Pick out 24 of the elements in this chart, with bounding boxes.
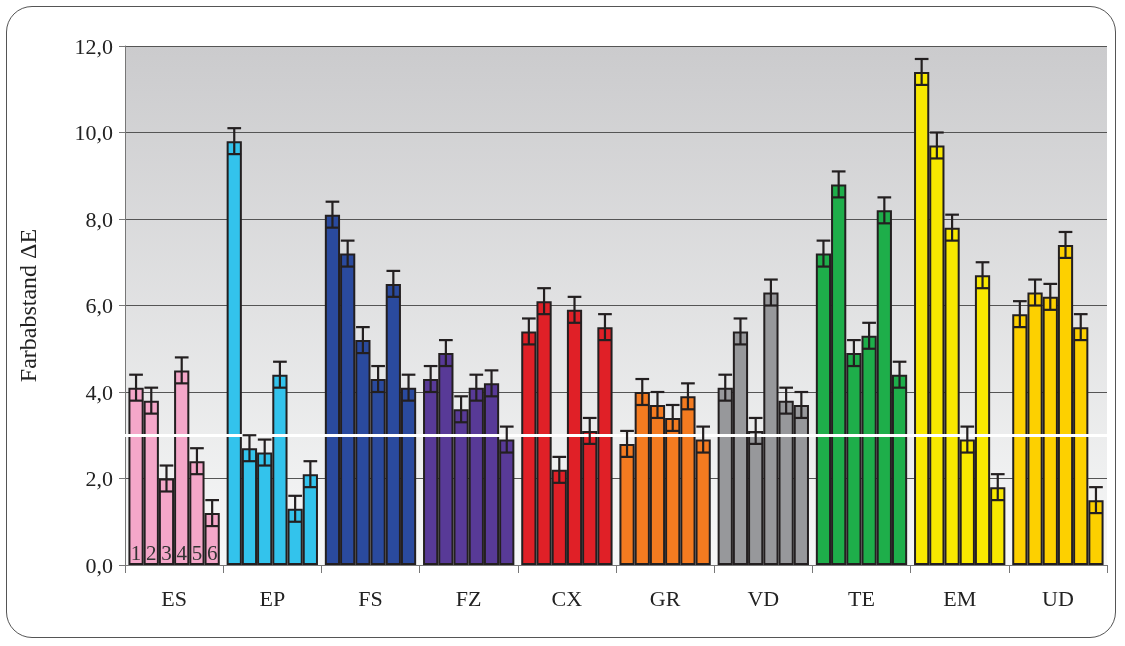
x-tick-label: TE — [848, 585, 875, 611]
x-tick-label: EP — [259, 585, 286, 611]
x-tick-label: ES — [161, 585, 187, 611]
y-tick-label: 8,0 — [85, 206, 113, 232]
series-label: 1 — [130, 540, 142, 565]
x-tick-label: EM — [943, 585, 977, 611]
y-tick-label: 12,0 — [74, 33, 113, 59]
series-label: 4 — [176, 540, 188, 565]
y-tick-label: 6,0 — [85, 293, 113, 318]
series-label: 3 — [161, 540, 172, 565]
x-tick-label: GR — [649, 585, 681, 611]
y-tick-label: 2,0 — [85, 466, 113, 491]
x-tick-label: VD — [747, 585, 780, 611]
x-tick-label: FZ — [455, 585, 482, 611]
series-label: 5 — [191, 540, 203, 565]
x-tick-label: UD — [1042, 585, 1074, 611]
series-label: 2 — [146, 540, 157, 565]
x-tick-label: FS — [358, 585, 383, 611]
series-label: 6 — [206, 540, 218, 565]
y-tick-label: 0,0 — [85, 552, 113, 578]
y-tick-label: 4,0 — [85, 379, 113, 405]
x-tick-label: CX — [551, 585, 583, 611]
y-axis-title: Farbabstand ΔE — [15, 228, 41, 383]
y-tick-label: 10,0 — [74, 120, 113, 145]
